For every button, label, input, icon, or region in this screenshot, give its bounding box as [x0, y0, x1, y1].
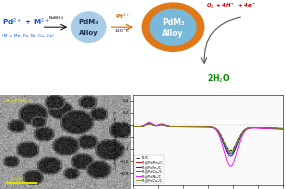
Pt/C: [148, 123, 151, 125]
Text: O$_2$ + 4H$^+$ + 4e$^-$: O$_2$ + 4H$^+$ + 4e$^-$: [206, 1, 257, 11]
Text: Pd$^{2+}$ + M$^{2+}$: Pd$^{2+}$ + M$^{2+}$: [2, 17, 51, 28]
Ellipse shape: [149, 9, 197, 46]
Pt@PdCu₃/C: [148, 123, 151, 125]
Pt@PdCu₃/C: [158, 124, 162, 126]
Pt@PdMn₃/C: [148, 122, 151, 125]
Pt@PdNi₃/C: [220, 142, 223, 144]
Pt@PdFe₃/C: [170, 125, 174, 128]
Pt@PdCu₃/C: [229, 151, 232, 153]
Line: Pt@PdNi₃/C: Pt@PdNi₃/C: [133, 122, 283, 166]
Pt@PdNi₃/C: [158, 123, 162, 125]
Pt/C: [245, 127, 248, 130]
Pt@PdCo₃/C: [170, 125, 174, 128]
Pt/C: [170, 125, 174, 128]
Pt@PdMn₃/C: [131, 125, 135, 128]
Pt/C: [158, 124, 162, 126]
Pt@PdNi₃/C: [131, 125, 135, 128]
Pt@PdMn₃/C: [220, 137, 223, 139]
Pt@PdCu₃/C: [245, 127, 248, 130]
Pt@PdNi₃/C: [232, 161, 235, 163]
Pt@PdCo₃/C: [245, 128, 248, 130]
Pt@PdCu₃/C: [281, 127, 285, 130]
Pt@PdCu₃/C: [131, 125, 135, 128]
Pt@PdNi₃/C: [229, 165, 232, 167]
Text: 20 nm: 20 nm: [10, 177, 23, 180]
Pt@PdNi₃/C: [281, 128, 285, 131]
Pt@PdCo₃/C: [158, 124, 162, 126]
Pt@PdFe₃/C: [158, 124, 162, 126]
Pt/C: [281, 127, 285, 129]
Line: Pt/C: Pt/C: [133, 124, 283, 151]
Line: Pt@PdMn₃/C: Pt@PdMn₃/C: [133, 124, 283, 154]
Pt@PdMn₃/C: [281, 127, 285, 130]
Y-axis label: Current Density (mA cm⁻²): Current Density (mA cm⁻²): [114, 111, 118, 169]
Pt@PdCo₃/C: [232, 149, 235, 152]
Text: Pt@PdNi₃/C: Pt@PdNi₃/C: [5, 98, 33, 102]
Pt@PdFe₃/C: [131, 125, 135, 128]
Pt/C: [131, 125, 135, 128]
Pt@PdFe₃/C: [281, 128, 285, 130]
Line: Pt@PdCo₃/C: Pt@PdCo₃/C: [133, 124, 283, 153]
Pt@PdCo₃/C: [148, 123, 151, 125]
Text: PdM₃: PdM₃: [79, 19, 99, 26]
Text: PdM₃: PdM₃: [162, 18, 184, 27]
Text: Pt$^{4+}$: Pt$^{4+}$: [115, 12, 130, 21]
Ellipse shape: [71, 11, 107, 43]
Pt@PdNi₃/C: [170, 125, 174, 128]
Pt@PdMn₃/C: [232, 150, 235, 152]
Pt@PdFe₃/C: [232, 152, 235, 154]
Pt@PdFe₃/C: [148, 122, 151, 125]
Pt@PdCo₃/C: [220, 136, 223, 139]
Pt@PdCu₃/C: [199, 125, 203, 128]
Pt@PdFe₃/C: [229, 155, 232, 157]
Pt@PdCo₃/C: [131, 125, 135, 128]
Pt@PdCo₃/C: [199, 125, 203, 128]
Text: 120 $^{\circ}$C: 120 $^{\circ}$C: [114, 27, 131, 34]
Pt@PdCu₃/C: [220, 136, 223, 138]
Pt@PdCu₃/C: [232, 148, 235, 150]
Pt@PdCo₃/C: [281, 127, 285, 130]
Text: Alloy: Alloy: [162, 29, 184, 38]
Line: Pt@PdCu₃/C: Pt@PdCu₃/C: [133, 124, 283, 152]
Text: 2H$_2$O: 2H$_2$O: [207, 72, 231, 84]
Text: (M = Mn, Fe, Ni, Cu, Co): (M = Mn, Fe, Ni, Cu, Co): [2, 34, 54, 38]
Text: NaBH$_4$: NaBH$_4$: [48, 14, 64, 22]
Legend: Pt/C, Pt@PdMn₃/C, Pt@PdFe₃/C, Pt@PdCo₃/C, Pt@PdNi₃/C, Pt@PdCu₃/C: Pt/C, Pt@PdMn₃/C, Pt@PdFe₃/C, Pt@PdCo₃/C…: [135, 155, 164, 184]
Pt@PdFe₃/C: [199, 125, 203, 128]
Pt@PdMn₃/C: [229, 153, 232, 155]
Pt@PdCu₃/C: [170, 125, 174, 128]
Pt@PdNi₃/C: [245, 129, 248, 131]
Pt/C: [199, 125, 203, 128]
Pt@PdFe₃/C: [220, 138, 223, 140]
Pt@PdMn₃/C: [158, 124, 162, 126]
Pt@PdFe₃/C: [245, 128, 248, 130]
Pt@PdMn₃/C: [245, 128, 248, 130]
Pt/C: [232, 147, 235, 149]
Text: Alloy: Alloy: [79, 30, 99, 36]
Pt@PdMn₃/C: [199, 125, 203, 128]
Pt@PdNi₃/C: [199, 125, 203, 128]
Pt@PdNi₃/C: [148, 121, 151, 124]
Pt@PdMn₃/C: [170, 125, 174, 128]
Pt/C: [220, 135, 223, 138]
Line: Pt@PdFe₃/C: Pt@PdFe₃/C: [133, 123, 283, 156]
Pt@PdCo₃/C: [229, 152, 232, 155]
Pt/C: [229, 149, 232, 152]
Ellipse shape: [142, 2, 204, 52]
